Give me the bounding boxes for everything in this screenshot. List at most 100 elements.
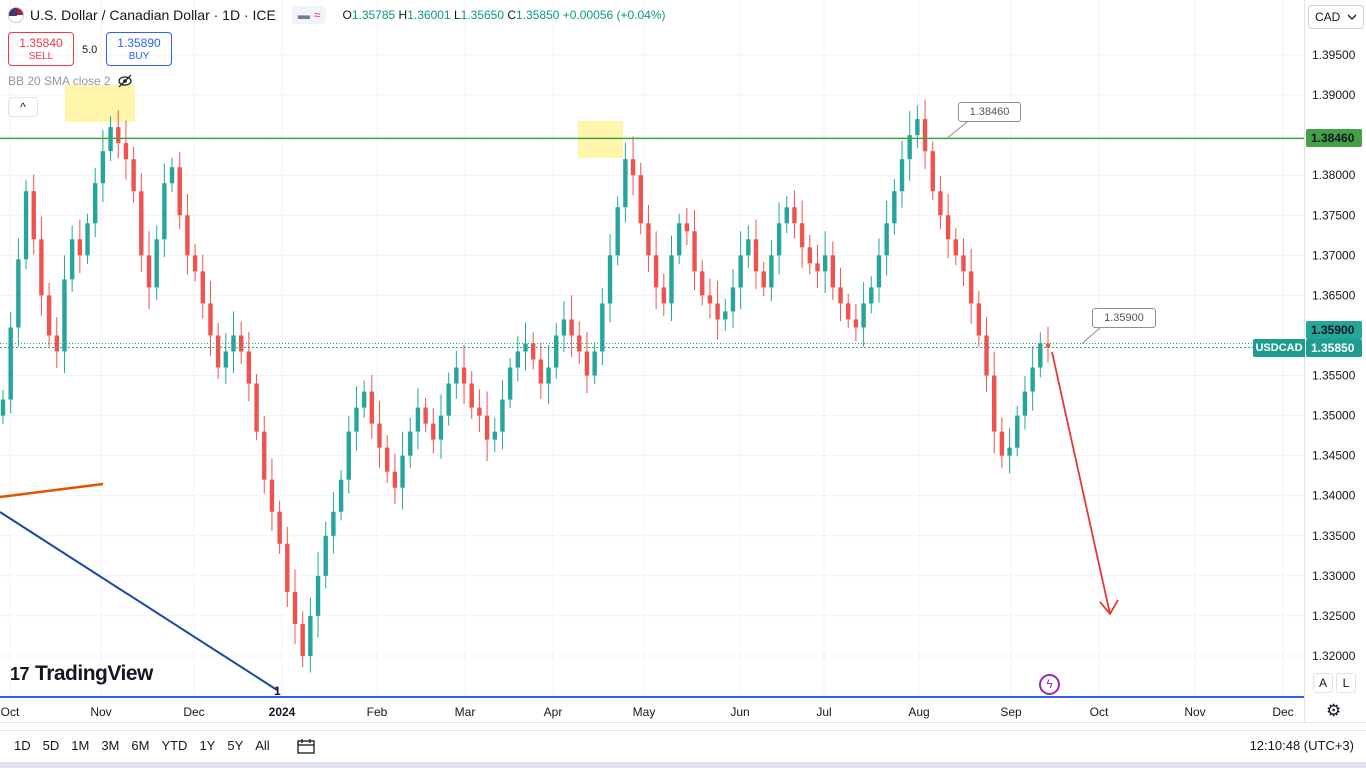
candle-down[interactable]	[853, 319, 859, 328]
candle-up[interactable]	[623, 159, 628, 208]
candle-down[interactable]	[830, 255, 836, 288]
candle-down[interactable]	[792, 207, 797, 224]
candle-down[interactable]	[431, 423, 436, 440]
candle-down[interactable]	[139, 191, 144, 256]
range-1d[interactable]: 1D	[14, 738, 31, 753]
candle-up[interactable]	[876, 255, 882, 288]
candle-up[interactable]	[346, 431, 351, 480]
candle-up[interactable]	[0, 399, 6, 416]
candle-up[interactable]	[338, 479, 344, 512]
candle-down[interactable]	[215, 335, 221, 368]
candle-down[interactable]	[700, 271, 705, 296]
candle-down[interactable]	[799, 223, 805, 248]
candle-down[interactable]	[638, 175, 643, 224]
candle-down[interactable]	[469, 383, 474, 408]
candle-up[interactable]	[93, 183, 98, 224]
candle-down[interactable]	[992, 375, 997, 432]
candle-down[interactable]	[922, 119, 928, 152]
candle-up[interactable]	[415, 407, 421, 432]
candle-up[interactable]	[223, 351, 229, 368]
candle-up[interactable]	[730, 287, 736, 312]
sell-button[interactable]: 1.35840 SELL	[8, 32, 74, 66]
candle-down[interactable]	[292, 591, 298, 624]
candle-up[interactable]	[154, 239, 159, 288]
candle-down[interactable]	[238, 335, 244, 352]
candle-up[interactable]	[892, 191, 897, 224]
range-3m[interactable]: 3M	[101, 738, 120, 753]
callout-upper[interactable]: 1.38460	[958, 102, 1021, 122]
candle-down[interactable]	[630, 159, 636, 176]
forecast-arrow-line[interactable]	[1051, 351, 1111, 615]
collapse-legend-button[interactable]: ^	[8, 97, 38, 117]
candle-down[interactable]	[707, 295, 713, 304]
callout-lower[interactable]: 1.35900	[1092, 308, 1156, 328]
candle-down[interactable]	[961, 255, 966, 272]
candle-down[interactable]	[692, 231, 697, 272]
candle-up[interactable]	[354, 407, 359, 432]
candle-up[interactable]	[738, 255, 743, 288]
date-range-calendar-icon[interactable]	[296, 737, 316, 755]
candle-down[interactable]	[953, 239, 958, 256]
candle-up[interactable]	[561, 319, 567, 336]
candle-up[interactable]	[492, 431, 497, 440]
range-1m[interactable]: 1M	[71, 738, 90, 753]
candle-up[interactable]	[869, 287, 874, 304]
candle-up[interactable]	[323, 535, 328, 576]
candle-down[interactable]	[930, 151, 935, 192]
trend-line-orange[interactable]	[0, 482, 104, 499]
candle-down[interactable]	[938, 191, 943, 216]
candle-up[interactable]	[308, 615, 313, 656]
candle-up[interactable]	[515, 351, 521, 368]
candle-down[interactable]	[116, 127, 121, 144]
candle-up[interactable]	[408, 431, 413, 456]
settings-gear-icon[interactable]: ⚙	[1326, 701, 1342, 720]
candle-down[interactable]	[661, 287, 667, 304]
candle-up[interactable]	[861, 303, 866, 328]
candle-up[interactable]	[1038, 343, 1043, 368]
candle-down[interactable]	[300, 623, 305, 656]
candle-up[interactable]	[784, 207, 789, 224]
candle-up[interactable]	[746, 239, 751, 256]
candle-up[interactable]	[592, 351, 597, 376]
candle-up[interactable]	[546, 367, 551, 384]
candle-up[interactable]	[769, 255, 774, 288]
candle-down[interactable]	[54, 335, 59, 352]
candle-up[interactable]	[915, 119, 920, 136]
candle-down[interactable]	[530, 343, 536, 360]
candle-down[interactable]	[262, 431, 267, 480]
candle-down[interactable]	[131, 159, 136, 192]
candle-down[interactable]	[192, 255, 198, 272]
candle-down[interactable]	[477, 407, 482, 416]
candle-down[interactable]	[269, 479, 275, 512]
range-5d[interactable]: 5D	[42, 738, 60, 753]
candle-down[interactable]	[77, 239, 83, 256]
candle-up[interactable]	[1015, 415, 1020, 448]
candle-up[interactable]	[438, 415, 444, 440]
candle-up[interactable]	[400, 455, 405, 488]
candle-up[interactable]	[62, 279, 67, 352]
candle-up[interactable]	[69, 239, 75, 280]
candle-down[interactable]	[807, 247, 813, 264]
candle-up[interactable]	[1007, 447, 1012, 456]
candle-up[interactable]	[607, 255, 613, 304]
candle-down[interactable]	[31, 191, 36, 240]
candle-down[interactable]	[185, 215, 190, 256]
candle-up[interactable]	[108, 127, 113, 152]
candle-up[interactable]	[615, 207, 620, 256]
candle-up[interactable]	[361, 391, 367, 408]
candle-down[interactable]	[653, 255, 659, 288]
lightning-icon[interactable]: ϟ	[1039, 674, 1060, 695]
candle-down[interactable]	[177, 167, 182, 216]
candle-up[interactable]	[454, 367, 459, 384]
buy-button[interactable]: 1.35890 BUY	[106, 32, 172, 66]
candle-up[interactable]	[100, 151, 106, 184]
candle-up[interactable]	[85, 223, 90, 256]
candle-down[interactable]	[646, 223, 651, 256]
candle-up[interactable]	[1030, 367, 1035, 392]
candle-down[interactable]	[846, 303, 851, 320]
highlight-box-second-top[interactable]	[578, 121, 623, 158]
candle-down[interactable]	[200, 271, 205, 304]
candle-down[interactable]	[208, 303, 213, 336]
candle-up[interactable]	[507, 367, 513, 400]
